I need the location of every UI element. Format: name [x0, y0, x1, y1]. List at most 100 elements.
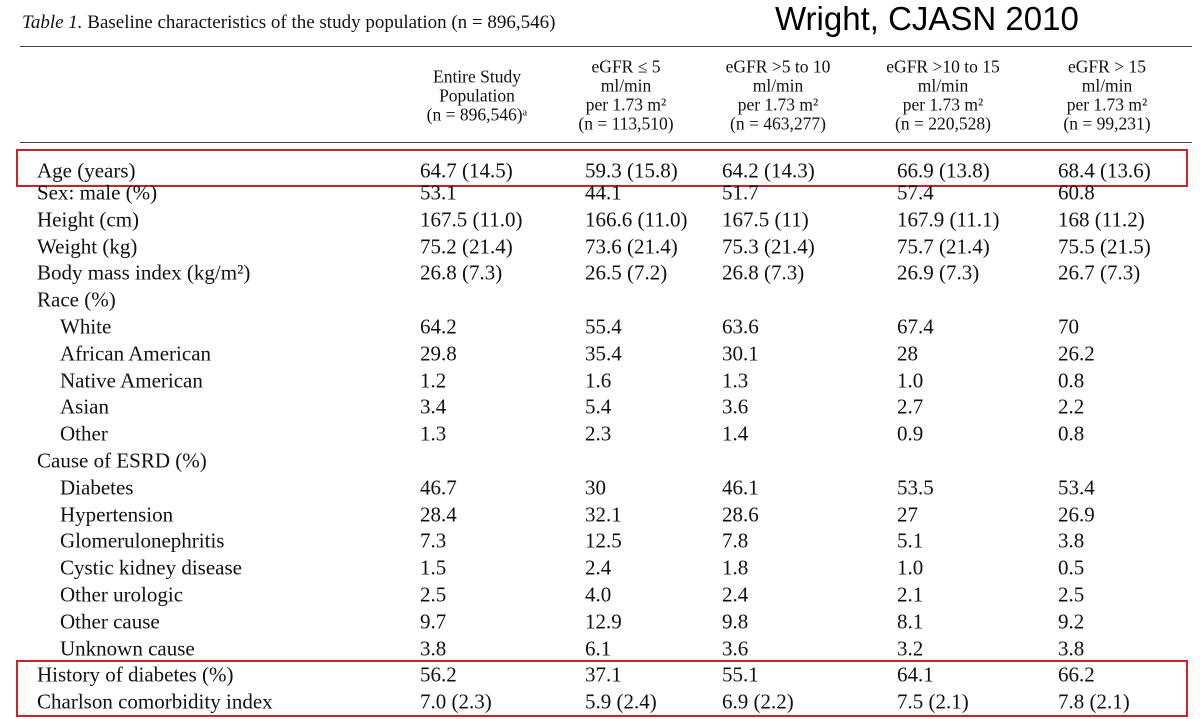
cell-value: 7.8: [722, 528, 749, 553]
cell-value: 1.0: [897, 555, 924, 580]
cell-value: 75.5 (21.5): [1058, 234, 1151, 259]
cell-value: 2.5: [1058, 582, 1085, 607]
cell-value: 53.4: [1058, 475, 1095, 500]
cell-value: 3.6: [722, 394, 749, 419]
cell-value: 67.4: [897, 314, 934, 339]
sub-row-label: African American: [60, 341, 212, 366]
row-label: Age (years): [37, 158, 136, 183]
cell-value: 75.7 (21.4): [897, 234, 990, 259]
column-header: (n = 113,510): [578, 113, 674, 134]
row-label: Charlson comorbidity index: [37, 689, 273, 714]
column-header: eGFR ≤ 5: [591, 56, 661, 77]
cell-value: 6.1: [585, 636, 612, 661]
cell-value: 2.7: [897, 394, 924, 419]
cell-value: 53.5: [897, 475, 934, 500]
cell-value: 9.8: [722, 609, 749, 634]
top-rule: [20, 46, 1192, 47]
column-header: Entire Study: [433, 66, 521, 87]
cell-value: 26.5 (7.2): [585, 260, 668, 285]
cell-value: 26.8 (7.3): [420, 260, 503, 285]
cell-value: 2.2: [1058, 394, 1085, 419]
cell-value: 0.5: [1058, 555, 1085, 580]
cell-value: 28.6: [722, 502, 759, 527]
cell-value: 28.4: [420, 502, 457, 527]
cell-value: 1.2: [420, 368, 447, 393]
cell-value: 12.5: [585, 528, 622, 553]
cell-value: 168 (11.2): [1058, 207, 1145, 232]
cell-value: 56.2: [420, 662, 457, 687]
sub-row-label: Unknown cause: [60, 636, 195, 661]
cell-value: 46.1: [722, 475, 759, 500]
sub-row-label: Hypertension: [60, 502, 174, 527]
column-header: (n = 220,528): [895, 113, 991, 134]
row-label: Sex: male (%): [37, 180, 158, 205]
cell-value: 3.8: [420, 636, 447, 661]
cell-value: 5.9 (2.4): [585, 689, 657, 714]
cell-value: 167.5 (11): [722, 207, 809, 232]
cell-value: 12.9: [585, 609, 622, 634]
column-header: eGFR >5 to 10: [725, 56, 831, 77]
cell-value: 0.9: [897, 421, 924, 446]
cell-value: 9.7: [420, 609, 447, 634]
cell-value: 1.3: [420, 421, 447, 446]
sub-row-label: Cystic kidney disease: [60, 555, 242, 580]
cell-value: 167.5 (11.0): [420, 207, 523, 232]
cell-value: 64.1: [897, 662, 934, 687]
sub-row-label: Other: [60, 421, 108, 446]
cell-value: 51.7: [722, 180, 759, 205]
cell-value: 1.3: [722, 368, 749, 393]
cell-value: 66.2: [1058, 662, 1095, 687]
cell-value: 2.4: [722, 582, 749, 607]
column-header: eGFR > 15: [1068, 56, 1146, 77]
cell-value: 55.4: [585, 314, 622, 339]
cell-value: 1.8: [722, 555, 749, 580]
row-label: History of diabetes (%): [37, 662, 234, 687]
cell-value: 32.1: [585, 502, 622, 527]
cell-value: 2.4: [585, 555, 612, 580]
cell-value: 53.1: [420, 180, 457, 205]
column-header: per 1.73 m²: [737, 94, 819, 115]
cell-value: 3.2: [897, 636, 924, 661]
row-label: Race (%): [37, 287, 116, 312]
cell-value: 26.9: [1058, 502, 1095, 527]
column-header: ml/min: [752, 75, 804, 96]
cell-value: 6.9 (2.2): [722, 689, 794, 714]
cell-value: 2.3: [585, 421, 612, 446]
column-header: eGFR >10 to 15: [886, 56, 1000, 77]
column-header: (n = 99,231): [1063, 113, 1151, 134]
cell-value: 27: [897, 502, 918, 527]
cell-value: 59.3 (15.8): [585, 158, 678, 183]
column-header: per 1.73 m²: [902, 94, 984, 115]
cell-value: 2.5: [420, 582, 447, 607]
row-label: Weight (kg): [37, 234, 138, 259]
row-label: Height (cm): [37, 207, 140, 232]
cell-value: 0.8: [1058, 421, 1085, 446]
sub-row-label: Asian: [60, 394, 109, 419]
cell-value: 64.2 (14.3): [722, 158, 815, 183]
cell-value: 167.9 (11.1): [897, 207, 1000, 232]
cell-value: 7.3: [420, 528, 447, 553]
row-label: Cause of ESRD (%): [37, 448, 207, 473]
cell-value: 1.0: [897, 368, 924, 393]
cell-value: 46.7: [420, 475, 457, 500]
cell-value: 3.4: [420, 394, 447, 419]
sub-row-label: Native American: [60, 368, 203, 393]
sub-row-label: Diabetes: [60, 475, 134, 500]
cell-value: 26.8 (7.3): [722, 260, 805, 285]
cell-value: 3.6: [722, 636, 749, 661]
sub-row-label: Other cause: [60, 609, 160, 634]
column-header: per 1.73 m²: [1066, 94, 1148, 115]
cell-value: 57.4: [897, 180, 934, 205]
cell-value: 30.1: [722, 341, 759, 366]
cell-value: 3.8: [1058, 528, 1085, 553]
cell-value: 64.7 (14.5): [420, 158, 513, 183]
cell-value: 26.9 (7.3): [897, 260, 980, 285]
sub-row-label: White: [60, 314, 112, 339]
caption-text: Baseline characteristics of the study po…: [87, 12, 556, 33]
cell-value: 2.1: [897, 582, 924, 607]
cell-value: 55.1: [722, 662, 759, 687]
cell-value: 64.2: [420, 314, 457, 339]
highlight-box: [16, 149, 1188, 187]
cell-value: 5.4: [585, 394, 612, 419]
